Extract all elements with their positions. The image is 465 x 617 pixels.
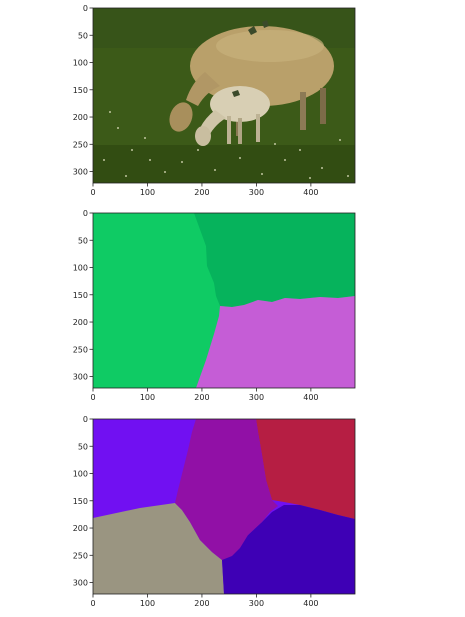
segment-center <box>175 419 278 560</box>
lamb-head <box>195 126 211 146</box>
x-tick-label: 0 <box>90 599 95 608</box>
x-tick-label: 200 <box>194 188 209 197</box>
grass-flowers <box>103 111 349 179</box>
panel-segmentation-3: 0 100 200 300 400 0 50 100 150 200 250 300 <box>73 209 356 402</box>
x-tick-label: 200 <box>194 393 209 402</box>
axis-ticks-1: 0 100 200 300 400 0 50 100 150 200 250 300 <box>73 4 319 197</box>
x-tick-label: 200 <box>194 599 209 608</box>
y-tick-label: 100 <box>73 470 88 479</box>
x-tick-label: 100 <box>140 599 155 608</box>
lamb <box>195 86 270 146</box>
y-tick-label: 250 <box>73 345 88 354</box>
y-tick-label: 300 <box>73 373 88 382</box>
ewe <box>169 20 334 136</box>
panel-original-image: 0 100 200 300 400 0 50 100 150 200 250 300 <box>73 4 356 197</box>
x-tick-label: 100 <box>140 188 155 197</box>
axes-frame-1 <box>92 7 356 184</box>
segment-bottom-right <box>222 505 355 594</box>
x-tick-label: 300 <box>249 393 264 402</box>
y-tick-label: 50 <box>78 31 88 40</box>
y-tick-label: 100 <box>73 59 88 68</box>
y-tick-label: 0 <box>83 209 88 218</box>
segment-top-right <box>256 419 355 519</box>
ewe-back-highlight <box>216 30 324 62</box>
y-tick-label: 0 <box>83 415 88 424</box>
lamb-leg-1 <box>227 116 231 144</box>
grass-lower-band <box>93 145 355 183</box>
y-tick-label: 300 <box>73 579 88 588</box>
x-tick-label: 400 <box>303 599 318 608</box>
ewe-leg-back-2 <box>320 88 326 124</box>
lamb-body <box>210 86 270 122</box>
panel-segmentation-5: 0 100 200 300 400 0 50 100 150 200 250 300 <box>73 415 356 608</box>
segment-top-right <box>194 213 355 307</box>
y-tick-label: 250 <box>73 140 88 149</box>
ewe-neck <box>186 72 220 106</box>
y-tick-label: 200 <box>73 524 88 533</box>
axis-ticks-2: 0 100 200 300 400 0 50 100 150 200 250 300 <box>73 209 319 402</box>
x-tick-label: 400 <box>303 393 318 402</box>
x-tick-label: 100 <box>140 393 155 402</box>
y-tick-label: 50 <box>78 442 88 451</box>
y-tick-label: 150 <box>73 497 88 506</box>
y-tick-label: 100 <box>73 264 88 273</box>
lamb-leg-2 <box>238 118 242 144</box>
ewe-paint-mark <box>248 20 269 35</box>
axis-ticks-3: 0 100 200 300 400 0 50 100 150 200 250 300 <box>73 415 319 608</box>
y-tick-label: 200 <box>73 113 88 122</box>
segment-bottom-left <box>93 503 224 594</box>
y-tick-label: 250 <box>73 551 88 560</box>
lamb-paint-mark <box>232 90 240 97</box>
y-tick-label: 300 <box>73 168 88 177</box>
y-tick-label: 200 <box>73 318 88 327</box>
x-tick-label: 400 <box>303 188 318 197</box>
y-tick-label: 50 <box>78 236 88 245</box>
lamb-leg-3 <box>256 114 260 142</box>
ewe-leg-back-1 <box>300 92 306 130</box>
x-tick-label: 300 <box>249 599 264 608</box>
axes-frame-3 <box>92 418 356 595</box>
y-tick-label: 150 <box>73 86 88 95</box>
ewe-head <box>169 102 193 132</box>
y-tick-label: 0 <box>83 4 88 13</box>
x-tick-label: 300 <box>249 188 264 197</box>
axes-frame-2 <box>92 212 356 389</box>
x-tick-label: 0 <box>90 188 95 197</box>
y-tick-label: 150 <box>73 291 88 300</box>
segment-bottom-right <box>196 296 355 388</box>
x-tick-label: 0 <box>90 393 95 402</box>
